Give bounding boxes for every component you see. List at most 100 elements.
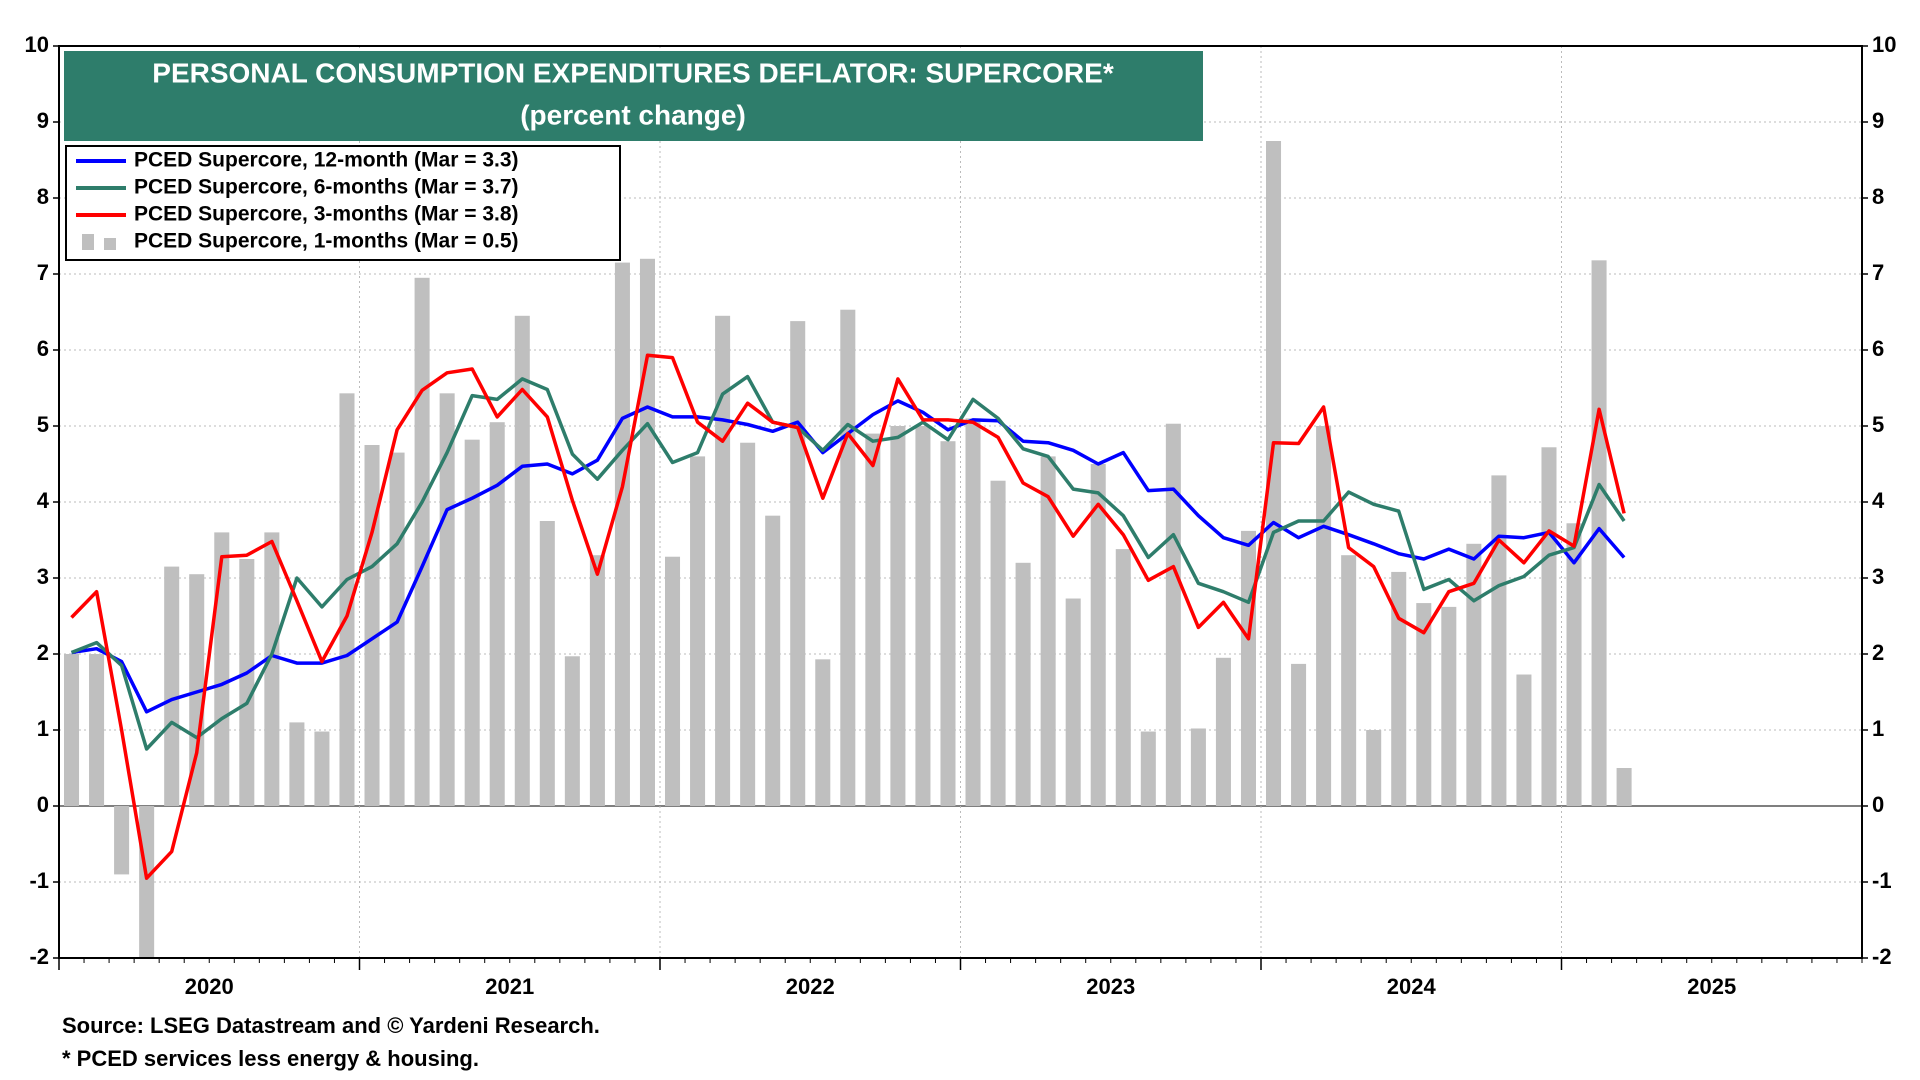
bar [765, 515, 781, 806]
bar [389, 452, 405, 806]
bar [289, 722, 305, 806]
bar [1165, 423, 1181, 806]
bar [965, 418, 981, 806]
y-tick-label: 10 [25, 32, 49, 57]
bar [514, 315, 530, 806]
bar [1366, 730, 1382, 806]
bar [639, 258, 655, 806]
legend-swatch [104, 238, 116, 250]
legend-label: PCED Supercore, 12-month (Mar = 3.3) [134, 149, 519, 172]
bar [1341, 555, 1357, 806]
bar [1115, 549, 1131, 806]
bar [64, 654, 80, 806]
x-tick-label: 2021 [485, 974, 534, 999]
y2-tick-label: -2 [1872, 944, 1892, 969]
bar [1316, 426, 1332, 806]
y-tick-label: 9 [37, 108, 49, 133]
bar [214, 532, 230, 806]
bar [940, 441, 956, 806]
y-tick-label: 5 [37, 412, 49, 437]
bar [1616, 768, 1632, 806]
bar [239, 559, 255, 806]
bar [1466, 543, 1482, 806]
y2-tick-label: -1 [1872, 868, 1892, 893]
chart-subtitle: (percent change) [520, 99, 746, 130]
bar [1065, 598, 1081, 806]
axes: -2 -1 0 1 2 3 4 5 6 7 8 9 10 -2 -1 0 1 2 3 4 5 6 7 8 9 10 2020 2021… [25, 32, 1897, 999]
title-box [64, 51, 1203, 141]
y-tick-label: 0 [37, 792, 49, 817]
bar [740, 442, 756, 806]
y2-tick-label: 5 [1872, 412, 1884, 437]
bar [139, 806, 155, 958]
y-tick-label: -1 [29, 868, 49, 893]
x-tick-label: 2025 [1687, 974, 1736, 999]
x-tick-label: 2023 [1086, 974, 1135, 999]
legend: PCED Supercore, 12-month (Mar = 3.3) PCED… [65, 145, 621, 261]
bar [815, 659, 831, 806]
x-tick-label: 2024 [1387, 974, 1437, 999]
y2-tick-label: 8 [1872, 184, 1884, 209]
bar [89, 654, 105, 806]
bar [1215, 657, 1231, 806]
line-series [70, 374, 1626, 751]
bar [665, 556, 681, 806]
line-series [70, 353, 1626, 880]
bar [589, 555, 605, 806]
y-tick-label: 7 [37, 260, 49, 285]
bar [264, 532, 280, 806]
bar [1416, 603, 1432, 806]
y2-tick-label: 6 [1872, 336, 1884, 361]
bar [164, 566, 180, 806]
bar [690, 456, 706, 806]
y-tick-label: 6 [37, 336, 49, 361]
bar [364, 445, 380, 806]
lines [70, 353, 1626, 880]
legend-swatch [82, 234, 94, 250]
bar [564, 656, 580, 806]
x-tick-label: 2020 [185, 974, 234, 999]
legend-label: PCED Supercore, 6-months (Mar = 3.7) [134, 176, 519, 199]
bar [614, 262, 630, 807]
bar [539, 521, 555, 806]
source-note: Source: LSEG Datastream and © Yardeni Re… [62, 1013, 600, 1038]
legend-label: PCED Supercore, 1-months (Mar = 0.5) [134, 230, 519, 253]
y2-tick-label: 7 [1872, 260, 1884, 285]
y-tick-label: 3 [37, 564, 49, 589]
legend-box [65, 145, 621, 261]
bar [915, 426, 931, 806]
bar [1240, 530, 1256, 806]
bar [1140, 731, 1156, 806]
bar [114, 806, 130, 875]
bar [1441, 606, 1457, 806]
y2-tick-label: 3 [1872, 564, 1884, 589]
y-tick-label: 1 [37, 716, 49, 741]
bar [1391, 571, 1407, 806]
bar [414, 277, 430, 806]
bar [439, 393, 455, 806]
bar [1291, 663, 1307, 806]
bar [1541, 447, 1557, 806]
bar [189, 574, 205, 806]
y2-tick-label: 10 [1872, 32, 1896, 57]
bar [790, 321, 806, 806]
y2-tick-label: 0 [1872, 792, 1884, 817]
bar [1040, 456, 1056, 806]
x-tick-label: 2022 [786, 974, 835, 999]
bar [840, 309, 856, 806]
footnote: * PCED services less energy & housing. [62, 1046, 479, 1071]
bar [1015, 562, 1031, 806]
legend-label: PCED Supercore, 3-months (Mar = 3.8) [134, 203, 519, 226]
y2-tick-label: 4 [1872, 488, 1885, 513]
bar [1591, 260, 1607, 806]
bar [1266, 141, 1282, 806]
bar [1190, 728, 1206, 806]
bar [890, 426, 906, 806]
y2-tick-label: 1 [1872, 716, 1884, 741]
chart-title: PERSONAL CONSUMPTION EXPENDITURES DEFLAT… [152, 57, 1114, 88]
bar [339, 393, 355, 806]
bar [1516, 674, 1532, 806]
y-tick-label: -2 [29, 944, 49, 969]
